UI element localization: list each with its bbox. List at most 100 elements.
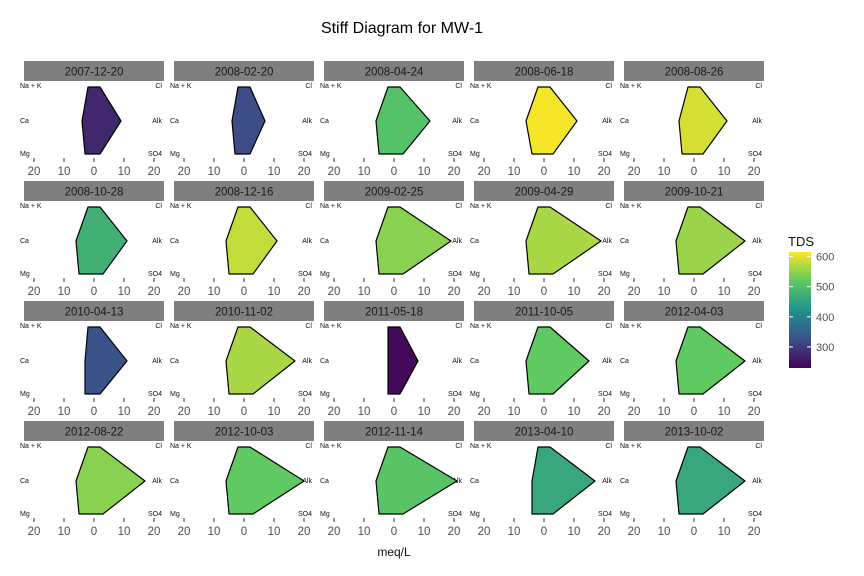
anion-label: Alk	[602, 478, 612, 485]
facet-strip	[24, 301, 164, 321]
cation-label: Mg	[20, 271, 30, 278]
anion-label: Alk	[752, 118, 762, 125]
x-tick-label: 20	[448, 286, 461, 298]
anion-label: Alk	[452, 478, 462, 485]
cation-label: Mg	[620, 391, 630, 398]
x-tick-label: 10	[118, 526, 131, 538]
x-tick-label: 0	[541, 286, 547, 298]
cation-label: Na + K	[320, 323, 342, 330]
cation-label: Na + K	[470, 203, 492, 210]
anion-label: SO4	[598, 511, 612, 518]
x-tick-label: 10	[358, 286, 371, 298]
x-tick-label: 10	[718, 526, 731, 538]
x-tick-label: 10	[658, 286, 671, 298]
facet-panel: 2013-10-02 Na + K Ca Mg Cl Alk SO4 20 10 0 10 20	[620, 421, 764, 538]
cation-label: Na + K	[20, 83, 42, 90]
anion-label: Alk	[302, 358, 312, 365]
cation-label: Ca	[20, 478, 29, 485]
x-tick-label: 0	[241, 166, 247, 178]
facet-strip-label: 2011-05-18	[365, 307, 423, 319]
x-tick-label: 20	[148, 406, 161, 418]
x-tick-label: 10	[508, 526, 521, 538]
cation-label: Ca	[20, 118, 29, 125]
anion-label: Cl	[155, 323, 162, 330]
cation-label: Na + K	[620, 83, 642, 90]
facet-strip-label: 2012-10-03	[215, 427, 274, 439]
x-tick-label: 10	[268, 526, 281, 538]
cation-label: Na + K	[320, 203, 342, 210]
x-tick-label: 10	[358, 526, 371, 538]
anion-label: Alk	[452, 238, 462, 245]
stiff-polygon	[531, 446, 596, 515]
x-tick-label: 20	[28, 286, 41, 298]
anion-label: Cl	[305, 203, 312, 210]
facet-strip-label: 2009-02-25	[365, 187, 424, 199]
x-tick-label: 20	[598, 286, 611, 298]
legend-ticks: 300 400 500 600	[789, 252, 834, 354]
cation-label: Mg	[320, 151, 330, 158]
x-tick-label: 20	[298, 526, 311, 538]
facet-strip	[324, 301, 464, 321]
x-tick-label: 20	[478, 286, 491, 298]
anion-label: SO4	[598, 391, 612, 398]
facet-strip-label: 2008-10-28	[65, 187, 124, 199]
anion-label: SO4	[748, 511, 762, 518]
x-tick-label: 0	[391, 166, 397, 178]
stiff-polygon	[525, 326, 590, 395]
facet-strip-label: 2008-12-16	[215, 187, 274, 199]
facet-panel: 2012-08-22 Na + K Ca Mg Cl Alk SO4 20 10 0 10 20	[20, 421, 164, 538]
anion-label: Alk	[302, 118, 312, 125]
anion-label: SO4	[148, 511, 162, 518]
anion-label: Cl	[155, 443, 162, 450]
cation-label: Na + K	[470, 323, 492, 330]
x-tick-label: 0	[91, 166, 97, 178]
facet-panel: 2010-04-13 Na + K Ca Mg Cl Alk SO4 20 10 0 10 20	[20, 301, 164, 418]
x-tick-label: 20	[328, 166, 341, 178]
facet-panel: 2008-10-28 Na + K Ca Mg Cl Alk SO4 20 10 0 10 20	[20, 181, 164, 298]
facet-strip-label: 2010-04-13	[65, 307, 124, 319]
facet-strip	[324, 181, 464, 201]
cation-label: Mg	[170, 271, 180, 278]
anion-label: SO4	[298, 511, 312, 518]
facet-strip-label: 2008-06-18	[515, 67, 574, 79]
cation-label: Mg	[620, 511, 630, 518]
facet-strip-label: 2008-04-24	[365, 67, 424, 79]
cation-label: Na + K	[470, 443, 492, 450]
cation-label: Na + K	[20, 323, 42, 330]
cation-label: Mg	[620, 151, 630, 158]
facet-strip	[24, 61, 164, 81]
legend-tick-label: 400	[816, 312, 834, 324]
cation-label: Na + K	[170, 203, 192, 210]
x-tick-label: 0	[541, 166, 547, 178]
stiff-polygon	[387, 326, 419, 395]
anion-label: Alk	[602, 118, 612, 125]
facet-strip	[474, 301, 614, 321]
facet-panel: 2009-04-29 Na + K Ca Mg Cl Alk SO4 20 10 0 10 20	[470, 181, 614, 298]
anion-label: Alk	[152, 238, 162, 245]
anion-label: Cl	[305, 83, 312, 90]
facet-panel: 2009-02-25 Na + K Ca Mg Cl Alk SO4 20 10 0 10 20	[320, 181, 464, 298]
facet-strip-label: 2010-11-02	[215, 307, 273, 319]
x-tick-label: 0	[691, 526, 697, 538]
anion-label: SO4	[748, 271, 762, 278]
anion-label: SO4	[598, 271, 612, 278]
facet-strip-label: 2008-02-20	[215, 67, 274, 79]
facet-strip	[474, 61, 614, 81]
x-tick-label: 20	[328, 526, 341, 538]
anion-label: Cl	[755, 323, 762, 330]
x-tick-label: 20	[478, 526, 491, 538]
facet-strip-label: 2013-04-10	[515, 427, 574, 439]
cation-label: Mg	[470, 151, 480, 158]
stiff-polygon	[84, 326, 128, 395]
cation-label: Ca	[320, 118, 329, 125]
anion-label: SO4	[748, 391, 762, 398]
facet-panel: 2008-04-24 Na + K Ca Mg Cl Alk SO4 20 10 0 10 20	[320, 61, 464, 178]
x-tick-label: 0	[91, 526, 97, 538]
x-tick-label: 0	[241, 406, 247, 418]
facet-strip-label: 2007-12-20	[65, 67, 124, 79]
stiff-polygon	[375, 86, 431, 155]
anion-label: Cl	[455, 323, 462, 330]
x-tick-label: 20	[448, 526, 461, 538]
x-tick-label: 20	[748, 526, 761, 538]
anion-label: Alk	[452, 118, 462, 125]
